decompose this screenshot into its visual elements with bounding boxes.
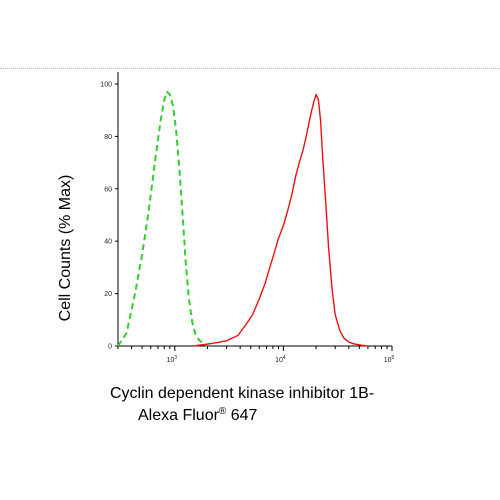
y-tick-label: 100 — [100, 82, 112, 89]
x-ticks: 103 104 105 — [117, 346, 395, 364]
y-tick-label: 0 — [108, 344, 112, 351]
x-axis-title-prefix: Alexa Fluor — [138, 407, 220, 424]
y-ticks: 0 20 40 60 80 100 — [100, 82, 118, 351]
x-axis-title-line2: Alexa Fluor® 647 — [138, 406, 258, 424]
top-divider-line — [0, 68, 500, 69]
y-axis-title: Cell Counts (% Max) — [57, 175, 74, 322]
x-axis-title-sup: ® — [219, 406, 227, 417]
x-axis-title-line1: Cyclin dependent kinase inhibitor 1B- — [110, 385, 374, 402]
y-tick-label: 20 — [104, 291, 112, 298]
y-tick-label: 60 — [104, 186, 112, 193]
control-histogram-series — [117, 90, 209, 347]
plot-frame — [117, 72, 392, 347]
x-tick-label: 103 — [166, 355, 177, 364]
x-axis-title-suffix: 647 — [226, 407, 257, 424]
x-tick-label: 105 — [384, 355, 395, 364]
x-tick-label: 104 — [275, 355, 286, 364]
sample-histogram-series — [193, 93, 368, 347]
y-tick-label: 80 — [104, 134, 112, 141]
y-tick-label: 40 — [104, 239, 112, 246]
series-layer — [117, 90, 368, 347]
